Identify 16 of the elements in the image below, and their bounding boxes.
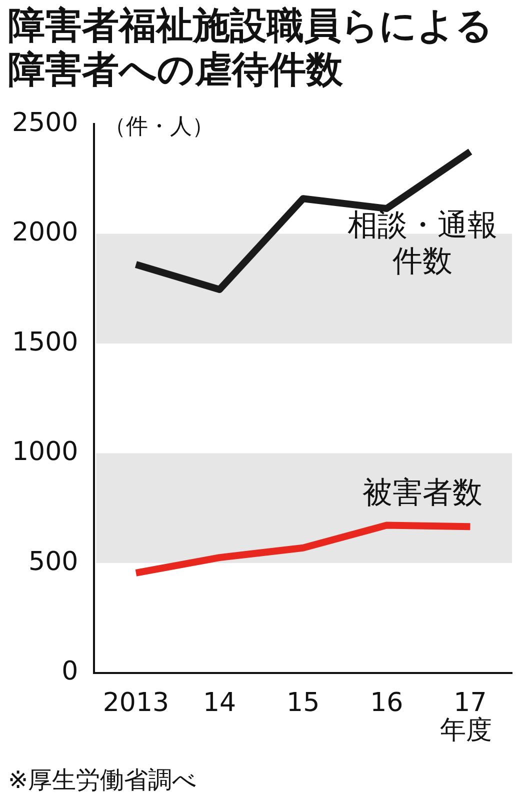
y-tick-label: 1000 [12, 437, 78, 468]
x-tick-label: 14 [202, 688, 236, 718]
x-tick-label: 2013 [102, 688, 170, 718]
x-axis-title: 年度 [440, 716, 492, 746]
x-tick-label: 15 [286, 688, 320, 718]
series-label: 相談・通報件数 [347, 208, 498, 279]
y-axis-title: （件・人） [104, 114, 214, 140]
text: ※厚生労働省調べ [8, 765, 198, 796]
series-label: 被害者数 [362, 476, 482, 511]
y-tick-label: 2000 [12, 218, 78, 248]
y-tick-label: 1500 [12, 327, 78, 358]
y-tick-label: 0 [62, 656, 78, 687]
y-tick-label: 2500 [12, 108, 78, 138]
chart-title: 障害者福祉施設職員らによる障害者への虐待件数 [8, 4, 494, 92]
y-tick-label: 500 [28, 546, 78, 577]
x-tick-label: 16 [370, 688, 404, 718]
